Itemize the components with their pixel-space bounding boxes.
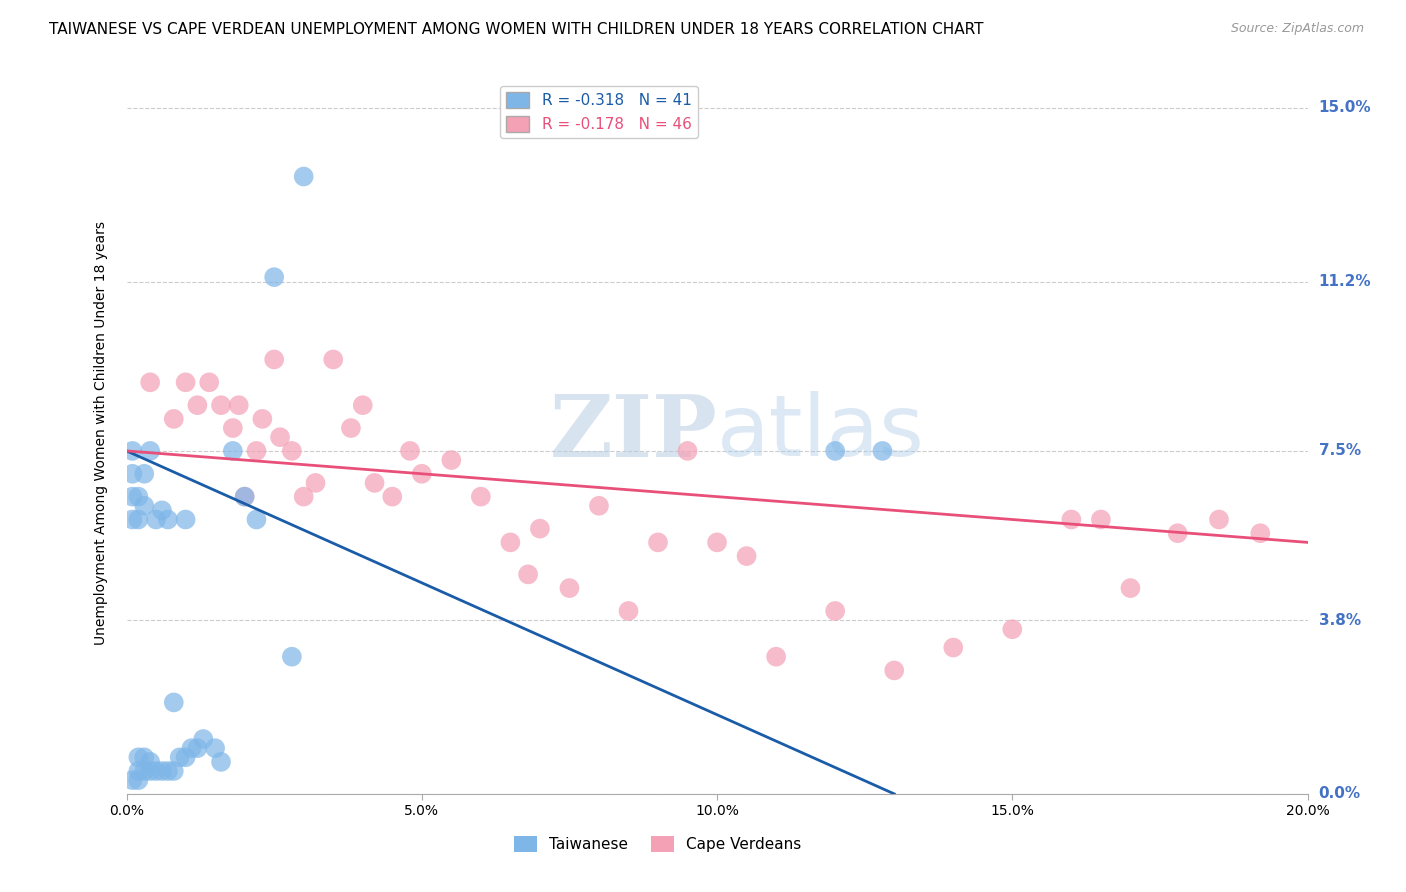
Point [121,512,143,526]
Point [139,764,162,778]
Point [765,649,787,664]
Point [470,490,492,504]
Point [222,421,245,435]
Point [127,490,149,504]
Point [127,512,149,526]
Point [233,490,256,504]
Point [824,604,846,618]
Point [121,467,143,481]
Point [647,535,669,549]
Point [735,549,758,563]
Point [1208,512,1230,526]
Point [322,352,344,367]
Point [193,731,215,746]
Point [292,490,315,504]
Point [163,695,186,709]
Point [209,755,232,769]
Point [1249,526,1271,541]
Text: 11.2%: 11.2% [1319,274,1371,289]
Point [127,764,149,778]
Point [174,376,197,390]
Point [139,444,162,458]
Point [381,490,404,504]
Text: atlas: atlas [717,391,925,475]
Text: 7.5%: 7.5% [1319,443,1361,458]
Point [233,490,256,504]
Point [139,755,162,769]
Point [150,764,173,778]
Point [186,398,208,412]
Point [145,764,167,778]
Point [121,444,143,458]
Point [204,741,226,756]
Point [186,741,208,756]
Point [1001,622,1024,636]
Point [558,581,581,595]
Point [942,640,965,655]
Point [252,412,274,426]
Text: 0.0%: 0.0% [1319,787,1361,801]
Point [1060,512,1083,526]
Point [156,764,179,778]
Text: Source: ZipAtlas.com: Source: ZipAtlas.com [1230,22,1364,36]
Text: 3.8%: 3.8% [1319,613,1361,628]
Point [134,467,156,481]
Point [163,764,186,778]
Point [440,453,463,467]
Legend: Taiwanese, Cape Verdeans: Taiwanese, Cape Verdeans [508,830,808,858]
Point [588,499,610,513]
Text: ZIP: ZIP [550,391,717,475]
Text: TAIWANESE VS CAPE VERDEAN UNEMPLOYMENT AMONG WOMEN WITH CHILDREN UNDER 18 YEARS : TAIWANESE VS CAPE VERDEAN UNEMPLOYMENT A… [49,22,984,37]
Point [883,664,905,678]
Point [499,535,522,549]
Point [245,512,267,526]
Point [127,750,149,764]
Point [180,741,202,756]
Point [269,430,291,444]
Point [1090,512,1112,526]
Point [281,444,304,458]
Point [198,376,221,390]
Y-axis label: Unemployment Among Women with Children Under 18 years: Unemployment Among Women with Children U… [94,220,108,645]
Point [174,512,197,526]
Point [169,750,191,764]
Point [1167,526,1189,541]
Point [245,444,267,458]
Point [263,270,285,285]
Point [134,499,156,513]
Point [263,352,285,367]
Point [304,475,326,490]
Point [209,398,232,412]
Point [134,764,156,778]
Point [127,773,149,788]
Point [340,421,363,435]
Point [676,444,699,458]
Point [529,522,551,536]
Point [222,444,245,458]
Text: 15.0%: 15.0% [1319,101,1371,115]
Point [163,412,186,426]
Point [121,773,143,788]
Point [121,490,143,504]
Point [824,444,846,458]
Point [139,376,162,390]
Point [872,444,894,458]
Point [352,398,374,412]
Point [156,512,179,526]
Point [145,512,167,526]
Point [134,750,156,764]
Point [617,604,640,618]
Point [1119,581,1142,595]
Point [150,503,173,517]
Point [281,649,304,664]
Point [174,750,197,764]
Point [292,169,315,184]
Point [706,535,728,549]
Point [517,567,540,582]
Point [411,467,433,481]
Point [363,475,385,490]
Point [399,444,422,458]
Point [228,398,250,412]
